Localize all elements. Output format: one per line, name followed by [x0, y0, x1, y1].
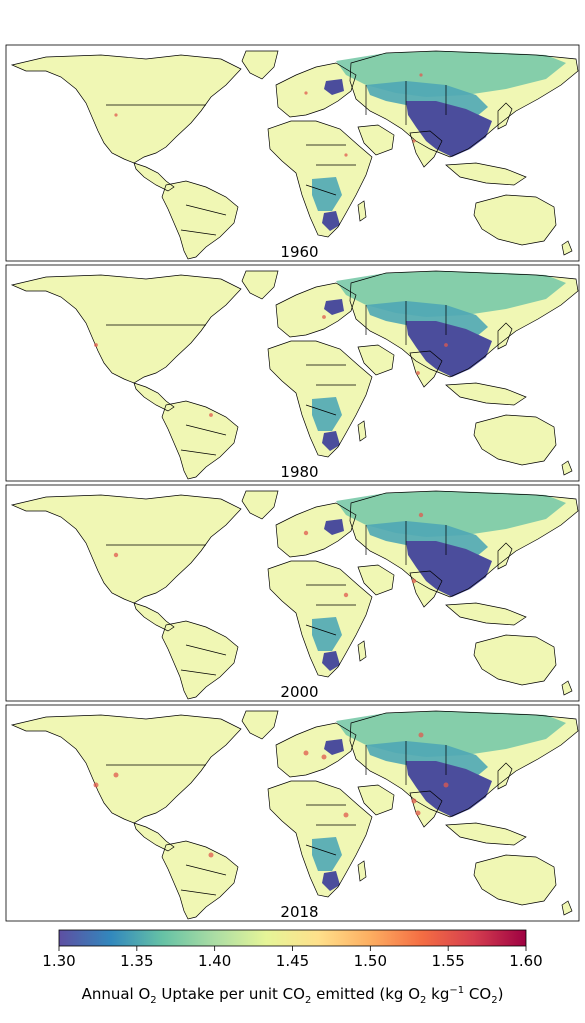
high-uptake-spot	[209, 413, 213, 417]
colorbar-tick-label: 1.45	[276, 952, 309, 970]
high-uptake-spot	[418, 512, 424, 518]
map-panel-2000: 2000	[5, 484, 580, 702]
high-uptake-spot	[343, 812, 349, 818]
colorbar-label: Annual O2 Uptake per unit CO2 emitted (k…	[81, 985, 504, 1006]
high-uptake-spot	[322, 315, 326, 319]
panel-year-label: 1980	[280, 463, 318, 481]
high-uptake-spot	[114, 113, 118, 117]
panel-frame	[5, 264, 580, 482]
high-uptake-spot	[93, 782, 99, 788]
panel-year-label: 2018	[280, 903, 318, 921]
high-uptake-spot	[208, 852, 214, 858]
colorbar-tick-label: 1.50	[354, 952, 387, 970]
high-uptake-spot	[304, 91, 308, 95]
high-uptake-spot	[113, 552, 119, 558]
high-uptake-spot	[444, 343, 448, 347]
high-uptake-spot	[303, 750, 309, 756]
colorbar-gradient	[58, 929, 527, 947]
panel-year-label: 1960	[280, 243, 318, 261]
colorbar-tick-label: 1.55	[431, 952, 464, 970]
high-uptake-spot	[344, 153, 348, 157]
colorbar-ticks: 1.30 1.35 1.40 1.45 1.50 1.55 1.60	[42, 946, 543, 970]
colorbar-tick-label: 1.40	[198, 952, 231, 970]
colorbar-tick-label: 1.60	[509, 952, 542, 970]
colorbar: 1.30 1.35 1.40 1.45 1.50 1.55 1.60	[42, 929, 543, 970]
panel-year-label: 2000	[280, 683, 318, 701]
high-uptake-spot	[303, 530, 309, 536]
map-panel-1980: 1980	[5, 264, 580, 482]
high-uptake-spot	[411, 578, 417, 584]
colorbar-tick-label: 1.35	[120, 952, 153, 970]
map-panels: 1960 1980 2000 2018	[5, 44, 580, 922]
high-uptake-spot	[412, 139, 416, 143]
panel-frame	[5, 704, 580, 922]
high-uptake-spot	[416, 371, 420, 375]
high-uptake-spot	[419, 73, 423, 77]
high-uptake-spot	[321, 754, 327, 760]
high-uptake-spot	[94, 343, 98, 347]
high-uptake-spot	[113, 772, 119, 778]
panel-frame	[5, 484, 580, 702]
colorbar-tick-label: 1.30	[42, 952, 75, 970]
high-uptake-spot	[343, 592, 349, 598]
high-uptake-spot	[443, 782, 449, 788]
high-uptake-spot	[415, 810, 421, 816]
panel-frame	[5, 44, 580, 262]
high-uptake-spot	[418, 732, 424, 738]
map-panel-1960: 1960	[5, 44, 580, 262]
map-panel-2018: 2018	[5, 704, 580, 922]
high-uptake-spot	[411, 798, 417, 804]
